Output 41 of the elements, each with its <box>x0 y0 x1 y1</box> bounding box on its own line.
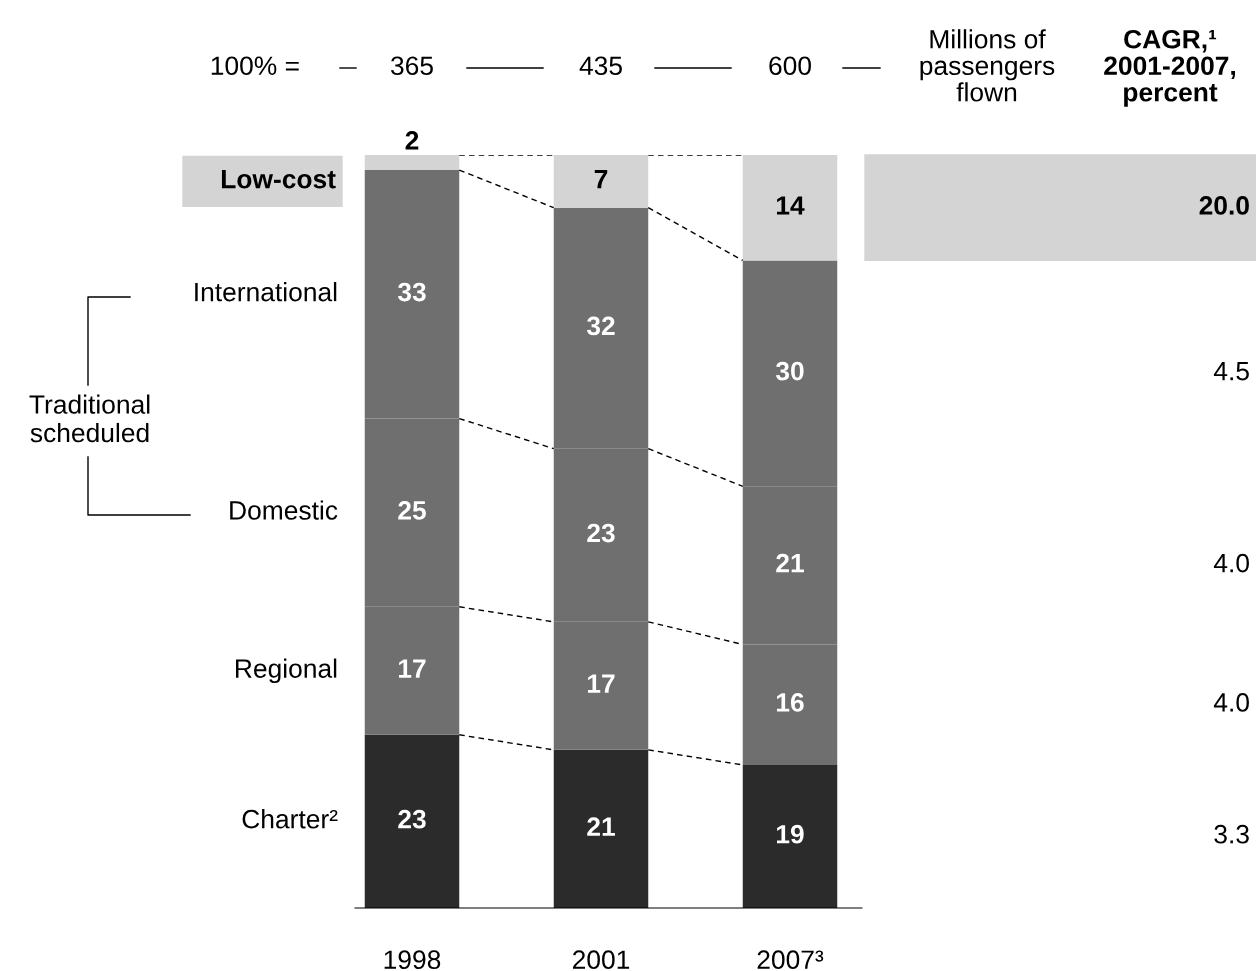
x-tick-label: 2007³ <box>757 950 824 970</box>
text: 3.3 <box>1214 824 1249 844</box>
text: 20.0 <box>1199 196 1249 215</box>
text: 365 <box>390 56 433 76</box>
bar <box>553 155 649 208</box>
text: 4.0 <box>1213 693 1249 712</box>
bar <box>742 764 838 908</box>
text: CAGR,¹ 2001-2007, percent <box>1104 29 1236 107</box>
series-label: Charter² <box>242 809 338 829</box>
data-label: 16 <box>776 693 804 712</box>
text: 100% = <box>211 56 299 76</box>
data-label: 21 <box>587 817 615 836</box>
series-label: Regional <box>236 658 337 684</box>
text: 4.0 <box>1213 553 1249 573</box>
data-label: 21 <box>776 553 804 573</box>
bar <box>364 734 460 908</box>
text: 4.5 <box>1213 362 1249 381</box>
series-label: International <box>195 282 337 302</box>
data-label: 2 <box>405 131 419 150</box>
data-label: 7 <box>594 170 608 189</box>
data-label: 17 <box>587 674 615 693</box>
data-label: 25 <box>398 501 426 520</box>
bar <box>742 155 838 261</box>
text: Millions of passengers flown <box>920 29 1055 102</box>
data-label: 32 <box>586 316 615 336</box>
data-label: 14 <box>776 196 805 215</box>
text: 435 <box>579 56 622 76</box>
data-label: 30 <box>775 361 804 381</box>
data-label: 23 <box>398 809 426 829</box>
bar <box>364 155 460 171</box>
bar <box>553 749 649 908</box>
data-label: 17 <box>398 659 426 678</box>
series-label: Low-cost <box>221 170 336 189</box>
data-label: 23 <box>587 523 615 543</box>
text: Traditional scheduled <box>29 394 150 443</box>
series-label: Domestic <box>230 500 338 520</box>
text: 600 <box>769 56 811 76</box>
data-label: 33 <box>397 282 426 302</box>
x-tick-label: 2001 <box>572 950 630 970</box>
x-tick-label: 1998 <box>384 950 441 970</box>
data-label: 19 <box>776 824 804 844</box>
